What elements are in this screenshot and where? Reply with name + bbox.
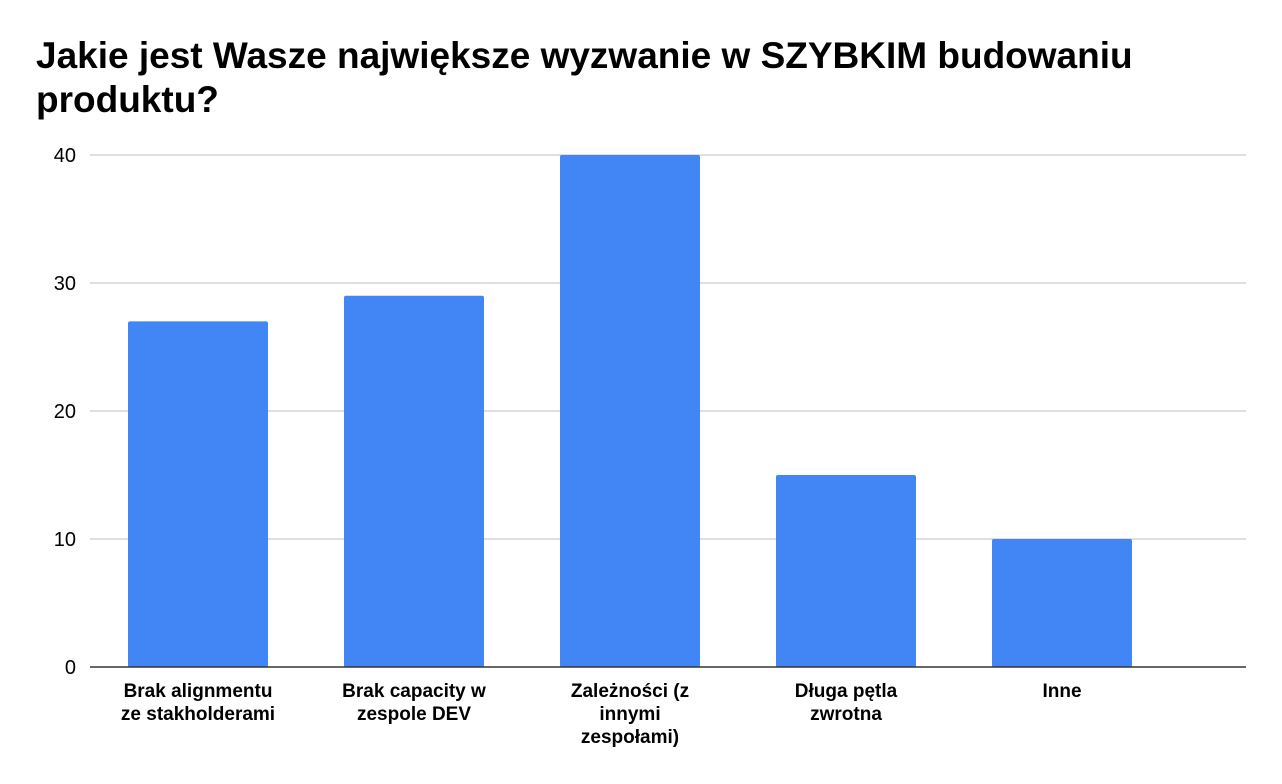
x-tick-label-line: zwrotna	[810, 704, 882, 725]
x-tick-label: Długa pętla zwrotna	[795, 681, 898, 725]
x-tick-label: Zależności (z innymi zespołami)	[571, 681, 689, 748]
x-tick-label-line: Brak alignmentu	[124, 681, 273, 702]
x-tick-label-line: Inne	[1042, 681, 1081, 702]
y-tick-label: 40	[54, 145, 76, 167]
x-tick-label-line: Brak capacity w	[342, 681, 486, 702]
bar	[344, 295, 484, 667]
x-tick-label: Inne	[1042, 681, 1081, 702]
y-tick-label: 0	[65, 657, 76, 679]
bars	[128, 155, 1132, 667]
bar	[992, 539, 1132, 667]
x-tick-label-line: innymi	[599, 704, 660, 725]
y-tick-label: 10	[54, 529, 76, 551]
x-tick-label-line: Zależności (z	[571, 681, 689, 702]
x-tick-label: Brak capacity w zespole DEV	[342, 681, 486, 725]
y-tick-label: 30	[54, 273, 76, 295]
x-tick-label-line: zespole DEV	[357, 704, 471, 725]
x-tick-label: Brak alignmentu ze stakholderami	[121, 681, 275, 725]
x-tick-label-line: Długa pętla	[795, 681, 898, 702]
y-tick-label: 20	[54, 401, 76, 423]
bar	[560, 155, 700, 667]
x-tick-label-line: ze stakholderami	[121, 704, 275, 725]
bar	[128, 321, 268, 667]
chart-title: Jakie jest Wasze największe wyzwanie w S…	[36, 35, 1133, 120]
x-axis-labels: Brak alignmentu ze stakholderami Brak capa…	[121, 681, 1082, 748]
y-axis-ticks: 0 10 20 30 40	[54, 145, 76, 679]
bar	[776, 475, 916, 667]
x-tick-label-line: zespołami)	[581, 727, 679, 748]
